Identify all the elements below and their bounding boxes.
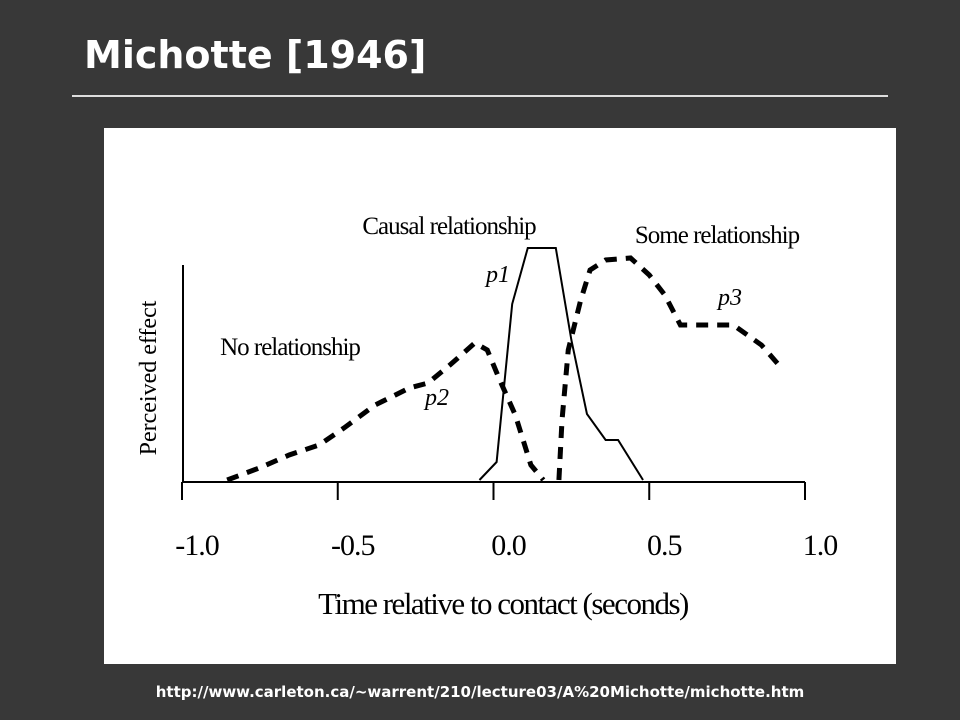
x-tick-label: -0.5 xyxy=(331,529,375,562)
x-tick-label: 1.0 xyxy=(803,529,838,562)
series-label: p1 xyxy=(484,262,510,288)
chart: Time relative to contact (seconds) Perce… xyxy=(136,213,838,621)
x-tick-label: -1.0 xyxy=(175,529,219,562)
chart-panel xyxy=(104,128,896,664)
series-line xyxy=(478,247,644,481)
annotation: Some relationship xyxy=(635,222,800,249)
y-axis-label: Perceived effect xyxy=(136,300,162,455)
annotation: Causal relationship xyxy=(362,213,536,240)
x-axis-label: Time relative to contact (seconds) xyxy=(318,586,688,621)
x-tick-label: 0.0 xyxy=(491,529,526,562)
series-label: p3 xyxy=(716,285,742,311)
x-tick-label: 0.5 xyxy=(647,529,682,562)
annotation: No relationship xyxy=(220,334,360,361)
source-url: http://www.carleton.ca/~warrent/210/lect… xyxy=(156,683,805,701)
series-label: p2 xyxy=(423,385,449,411)
series-line xyxy=(226,339,546,483)
slide-title: Michotte [1946] xyxy=(84,33,426,77)
series-line xyxy=(556,255,786,481)
